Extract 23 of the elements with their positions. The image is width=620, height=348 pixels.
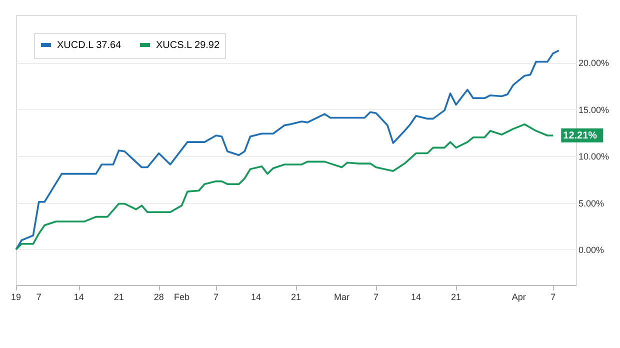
x-tick-label: Feb	[174, 292, 190, 302]
x-tick-label: 14	[250, 292, 262, 302]
x-tick-label: 7	[213, 292, 219, 302]
x-tick-label: 28	[154, 292, 164, 302]
x-tick-label: 7	[550, 292, 556, 302]
legend-label: XUCS.L 29.92	[156, 40, 220, 51]
legend-label: XUCD.L 37.64	[57, 40, 122, 51]
x-tick-label: 14	[410, 292, 422, 302]
x-tick-label: 19	[10, 292, 22, 302]
x-tick-label: 21	[450, 292, 462, 302]
annotation: 12.21%	[563, 130, 598, 142]
x-tick-label: 7	[36, 292, 42, 302]
y-tick-label: 10.00%	[578, 152, 610, 162]
y-tick-label: 20.00%	[578, 58, 610, 68]
x-tick-label: 7	[373, 292, 379, 302]
y-tick-label: 0.00%	[578, 245, 604, 255]
y-tick-label: 15.00%	[578, 104, 610, 115]
y-tick-label: 5.00%	[578, 198, 604, 208]
x-tick-label: Apr	[512, 292, 526, 302]
x-tick-label: 14	[74, 292, 84, 302]
x-tick-label: Mar	[334, 292, 350, 302]
x-tick-label: 21	[290, 292, 302, 302]
x-tick-label: 21	[114, 292, 124, 302]
